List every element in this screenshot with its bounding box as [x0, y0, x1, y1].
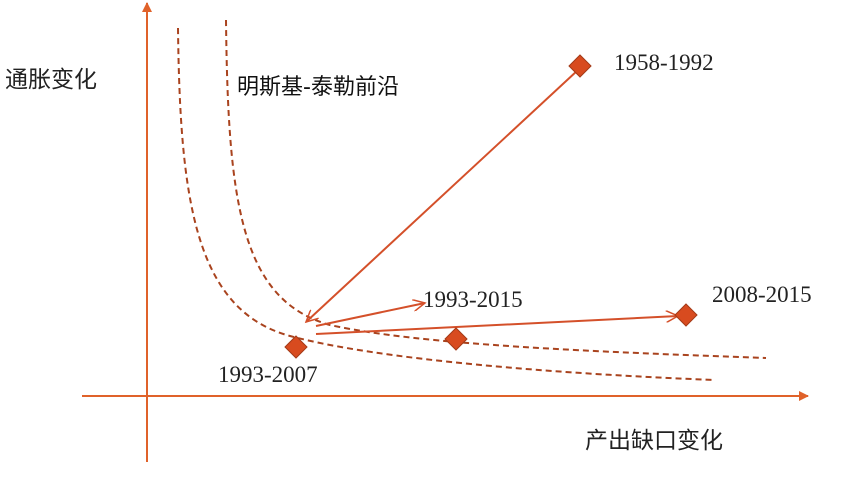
frontier-curve: [225, 19, 767, 359]
frontier-label: 明斯基-泰勒前沿: [237, 75, 399, 100]
point-marker: [674, 303, 698, 327]
point-marker: [444, 327, 468, 351]
frontier-curve: [177, 27, 716, 381]
points: [284, 54, 698, 359]
arrow: [315, 303, 425, 327]
point-label: 1993-2015: [423, 287, 523, 312]
arrow: [306, 69, 579, 322]
y-axis-label: 通胀变化: [5, 67, 97, 92]
point-label: 2008-2015: [712, 282, 812, 307]
arrow: [315, 316, 678, 335]
point-label: 1958-1992: [614, 50, 714, 75]
point-marker: [568, 54, 592, 78]
point-marker: [284, 335, 308, 359]
point-label: 1993-2007: [218, 362, 318, 387]
x-axis-label: 产出缺口变化: [585, 428, 723, 453]
